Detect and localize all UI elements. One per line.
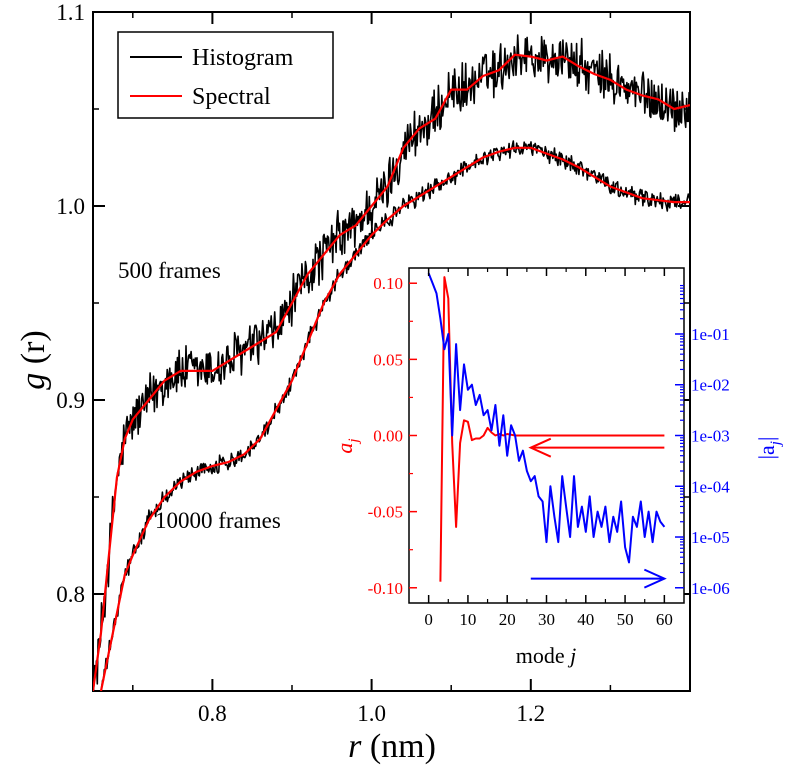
inset-x-tick-label: 40 <box>577 610 594 629</box>
legend-label-spectral: Spectral <box>192 84 271 110</box>
inset-x-tick-label: 50 <box>617 610 634 629</box>
inset-right-tick-label: 1e-04 <box>691 477 730 496</box>
main-spectral-line-0 <box>93 53 690 691</box>
inset-x-tick-label: 60 <box>656 610 673 629</box>
inset-tick-labels: 0 10 20 30 40 50 60 -0.10 -0.05 0.00 0.05 0.10 1e-06… <box>368 274 731 629</box>
arrow-right-axis-head <box>643 568 667 589</box>
annotation-10000-frames: 10000 frames <box>155 508 281 533</box>
main-series <box>93 34 690 691</box>
main-x-axis-label: r (nm) <box>348 728 436 765</box>
inset-left-tick-label: -0.10 <box>368 579 403 598</box>
main-y-tick-label: 1.0 <box>56 194 85 219</box>
inset-right-axis-label: |aj| <box>754 437 784 460</box>
inset-right-tick-label: 1e-06 <box>691 579 730 598</box>
main-y-tick-label: 0.8 <box>56 582 85 607</box>
main-plot: 0.8 1.0 1.2 0.8 0.9 1.0 1.1 r (nm) g (r) Histo… <box>15 0 691 765</box>
inset-x-tick-label: 20 <box>499 610 516 629</box>
inset-x-tick-label: 10 <box>459 610 476 629</box>
legend-box <box>117 31 334 119</box>
inset-left-axis-label: aj <box>332 438 362 453</box>
legend-label-histogram: Histogram <box>192 45 294 71</box>
inset-arrows <box>528 437 667 589</box>
inset-x-axis-label: mode j <box>516 643 577 668</box>
inset-ticks <box>409 268 684 603</box>
main-spectral-line-1 <box>99 146 690 691</box>
inset-right-tick-label: 1e-03 <box>691 427 730 446</box>
main-y-axis-label-var: g <box>15 373 52 390</box>
inset-series-line-1 <box>427 272 666 564</box>
main-tick-labels: 0.8 1.0 1.2 0.8 0.9 1.0 1.1 <box>56 0 545 726</box>
inset-right-axis-label-sub: j <box>768 441 784 447</box>
main-histogram-line-0 <box>93 34 690 691</box>
legend: Histogram Spectral <box>117 31 334 119</box>
inset-left-tick-label: -0.05 <box>368 503 403 522</box>
inset-left-tick-label: 0.10 <box>373 274 403 293</box>
inset-left-axis-label-base: a <box>332 443 357 454</box>
main-x-axis-label-unit: (nm) <box>361 728 436 765</box>
inset-left-tick-label: 0.05 <box>373 350 403 369</box>
inset-x-tick-label: 30 <box>538 610 555 629</box>
inset-right-axis-label-base: |a <box>754 445 779 459</box>
inset-series-line-0 <box>439 276 665 582</box>
inset-x-tick-label: 0 <box>424 610 433 629</box>
main-x-axis-label-var: r <box>348 728 362 765</box>
inset-x-axis-label-var: j <box>567 643 576 668</box>
inset-x-axis-label-text: mode <box>516 643 570 668</box>
main-x-tick-label: 1.2 <box>516 701 545 726</box>
main-y-axis-label-rest: (r) <box>15 330 52 372</box>
main-plot-frame <box>92 11 691 692</box>
annotation-500-frames: 500 frames <box>118 258 221 283</box>
arrow-left-axis-head <box>528 437 552 458</box>
main-y-tick-label: 0.9 <box>56 388 85 413</box>
main-y-tick-label: 1.1 <box>56 0 85 25</box>
inset-right-tick-label: 1e-01 <box>691 325 730 344</box>
inset-series <box>427 272 666 582</box>
main-x-tick-label: 1.0 <box>357 701 386 726</box>
inset-right-axis-label-close: | <box>754 437 779 441</box>
inset-left-axis-label-sub: j <box>346 438 362 444</box>
inset-right-tick-label: 1e-05 <box>691 528 730 547</box>
main-x-tick-label: 0.8 <box>198 701 227 726</box>
main-histogram-line-1 <box>100 140 690 691</box>
inset-left-tick-label: 0.00 <box>373 427 403 446</box>
inset-right-tick-label: 1e-02 <box>691 376 730 395</box>
inset-plot: 0 10 20 30 40 50 60 -0.10 -0.05 0.00 0.05 0.10 1e-06… <box>332 267 784 668</box>
main-y-axis-label: g (r) <box>15 330 52 389</box>
